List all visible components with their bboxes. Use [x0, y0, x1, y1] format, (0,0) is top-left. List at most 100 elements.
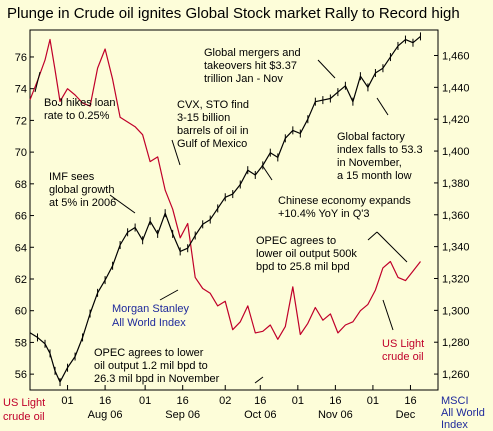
mergers-leader	[317, 59, 336, 79]
left-tick-label: 76	[15, 52, 27, 64]
annotation-opec1-line3: 26.3 mil bpd in November	[94, 373, 220, 385]
right-tick-label: 1,420	[442, 114, 470, 126]
annotation-opec2-line2: lower oil output 500k	[256, 248, 357, 260]
annotation-imf-line2: global growth	[49, 184, 114, 196]
annotation-opec2: OPEC agrees to lower oil output 500k bpd…	[256, 235, 357, 273]
x-tick-label: 01	[292, 395, 304, 407]
annotation-boj-line2: rate to 0.25%	[44, 110, 110, 122]
world-index-line	[29, 35, 421, 383]
left-tick-label: 60	[15, 306, 27, 318]
annotation-china-line1: Chinese economy expands	[278, 195, 411, 207]
chart-title: Plunge in Crude oil ignites Global Stock…	[7, 5, 460, 22]
annotation-opec1: OPEC agrees to lower oil output 1.2 mil …	[94, 347, 220, 385]
crude-oil-line	[29, 38, 421, 340]
plot-frame	[29, 29, 439, 391]
annotation-factory-line4: a 15 month low	[337, 170, 412, 182]
left-tick-label: 56	[15, 369, 27, 381]
x-tick-label: 16	[99, 395, 111, 407]
right-tick-label: 1,380	[442, 178, 470, 190]
left-tick-label: 68	[15, 179, 27, 191]
annotation-china: Chinese economy expands +10.4% YoY in Q'…	[278, 195, 411, 220]
x-tick-label: 16	[329, 395, 341, 407]
annotation-leaders	[34, 59, 408, 384]
annotation-factory-line2: index falls to 53.3	[337, 144, 423, 156]
right-tick-label: 1,300	[442, 305, 470, 317]
annotation-mergers-line2: takeovers hit $3.37	[204, 60, 297, 72]
oil-label-leader	[382, 299, 394, 331]
right-tick-label: 1,340	[442, 242, 470, 254]
annotation-mergers-line1: Global mergers and	[204, 47, 301, 59]
annotation-cvx: CVX, STO find 3-15 billion barrels of oi…	[177, 99, 249, 150]
china-leader	[261, 164, 273, 181]
left-tick-label: 66	[15, 211, 27, 223]
opec2-leader-a	[367, 231, 378, 241]
annotation-opec1-line1: OPEC agrees to lower	[94, 347, 204, 359]
left-tick-label: 74	[15, 84, 27, 96]
annotation-opec2-line3: bpd to 25.8 mil bpd	[256, 261, 350, 273]
opec2-leader-b	[376, 231, 408, 263]
left-axis-label-line2: crude oil	[3, 411, 45, 423]
annotation-opec2-line1: OPEC agrees to	[256, 235, 336, 247]
left-tick-label: 64	[15, 242, 27, 254]
series-layer	[29, 32, 421, 387]
x-axis: 01 16 01 16 02 16 01 16 01 16 Aug 06 Sep 06 Oct 06 No…	[61, 385, 417, 421]
x-month-label: Nov 06	[318, 409, 353, 421]
annotation-boj-line1: BoJ hikes loan	[44, 97, 116, 109]
imf-leader	[109, 194, 136, 214]
series-label-oil-line2: crude oil	[382, 351, 424, 363]
annotation-mergers-line3: trillion Jan - Nov	[204, 73, 283, 85]
annotation-cvx-line3: barrels of oil in	[177, 125, 249, 137]
annotation-opec1-line2: oil output 1.2 mil bpd to	[94, 360, 208, 372]
series-label-oil-line1: US Light	[382, 338, 424, 350]
x-tick-label: 01	[139, 395, 151, 407]
right-tick-label: 1,360	[442, 210, 470, 222]
left-axis: 56 58 60 62 64 66 68 70 72 74 76	[15, 52, 34, 381]
annotation-cvx-line1: CVX, STO find	[177, 99, 249, 111]
left-tick-label: 62	[15, 274, 27, 286]
x-tick-label: 01	[367, 395, 379, 407]
annotation-mergers: Global mergers and takeovers hit $3.37 t…	[204, 47, 301, 85]
x-tick-label: 02	[219, 395, 231, 407]
index-label-leader	[159, 289, 179, 301]
x-month-label: Oct 06	[244, 409, 276, 421]
left-tick-label: 58	[15, 337, 27, 349]
x-tick-label: 01	[61, 395, 73, 407]
right-tick-label: 1,400	[442, 146, 470, 158]
right-axis-label-line3: Index	[441, 419, 468, 431]
annotation-imf-line3: at 5% in 2006	[49, 197, 116, 209]
left-tick-label: 72	[15, 115, 27, 127]
left-tick-label: 70	[15, 147, 27, 159]
annotation-factory-line1: Global factory	[337, 131, 405, 143]
annotation-boj: BoJ hikes loan rate to 0.25%	[44, 97, 116, 122]
x-month-label: Sep 06	[165, 409, 200, 421]
x-tick-label: 16	[404, 395, 416, 407]
annotation-factory-line3: in November,	[337, 157, 402, 169]
series-label-index-line1: Morgan Stanley	[112, 303, 190, 315]
right-tick-label: 1,280	[442, 337, 470, 349]
boj-leader	[34, 71, 41, 93]
annotation-cvx-line2: 3-15 billion	[177, 112, 230, 124]
left-axis-label-line1: US Light	[3, 397, 45, 409]
x-tick-label: 16	[254, 395, 266, 407]
right-tick-label: 1,460	[442, 50, 470, 62]
cvx-leader	[171, 139, 181, 166]
x-month-label: Aug 06	[88, 409, 123, 421]
right-axis-label-line1: MSCI	[441, 395, 469, 407]
annotation-cvx-line4: Gulf of Mexico	[177, 138, 247, 150]
right-tick-label: 1,260	[442, 369, 470, 381]
right-axis: 1,260 1,280 1,300 1,320 1,340 1,360 1,380 1,400…	[434, 50, 470, 381]
annotation-imf: IMF sees global growth at 5% in 2006	[49, 171, 116, 209]
right-tick-label: 1,320	[442, 273, 470, 285]
annotation-imf-line1: IMF sees	[49, 171, 95, 183]
right-tick-label: 1,440	[442, 82, 470, 94]
right-axis-label-line2: All World	[441, 407, 485, 419]
annotation-china-line2: +10.4% YoY in Q'3	[278, 208, 370, 220]
factory-leader	[376, 97, 389, 116]
x-tick-label: 16	[177, 395, 189, 407]
x-month-label: Dec	[396, 409, 416, 421]
opec1-leader	[254, 376, 264, 384]
annotation-factory: Global factory index falls to 53.3 in No…	[337, 131, 423, 182]
series-label-index-line2: All World Index	[112, 317, 186, 329]
